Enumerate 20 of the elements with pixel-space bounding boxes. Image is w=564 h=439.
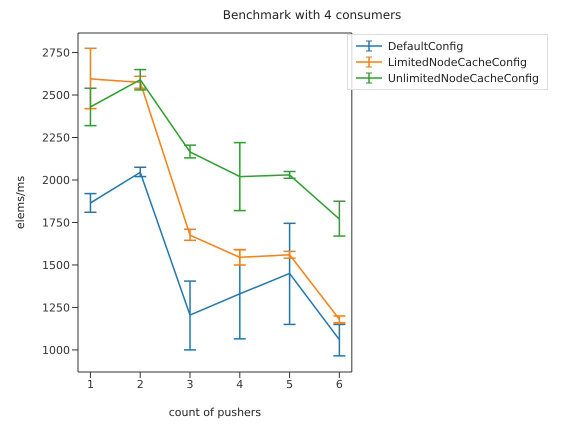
- chart-title: Benchmark with 4 consumers: [222, 8, 402, 24]
- x-tick-label: 4: [236, 378, 244, 391]
- x-tick-label: 1: [86, 378, 94, 391]
- legend-label: LimitedNodeCacheConfig: [388, 56, 528, 68]
- y-axis-title: elems/ms: [14, 176, 27, 230]
- x-tick-label: 2: [136, 378, 144, 391]
- y-tick-label: 2250: [42, 131, 70, 144]
- x-tick-label: 5: [286, 378, 294, 391]
- x-axis-title: count of pushers: [168, 406, 262, 419]
- x-tick-label: 6: [336, 378, 343, 391]
- legend-label: UnlimitedNodeCacheConfig: [388, 72, 539, 84]
- y-tick-label: 1500: [42, 258, 70, 272]
- y-tick-label: 1250: [42, 301, 70, 314]
- y-tick-label: 2500: [42, 88, 70, 102]
- y-tick-label: 1000: [42, 344, 70, 357]
- y-tick-label: 2750: [42, 46, 70, 60]
- legend-label: DefaultConfig: [388, 40, 464, 52]
- y-tick-label: 2000: [42, 174, 70, 187]
- y-tick-label: 1750: [42, 216, 70, 230]
- x-tick-label: 3: [186, 378, 194, 391]
